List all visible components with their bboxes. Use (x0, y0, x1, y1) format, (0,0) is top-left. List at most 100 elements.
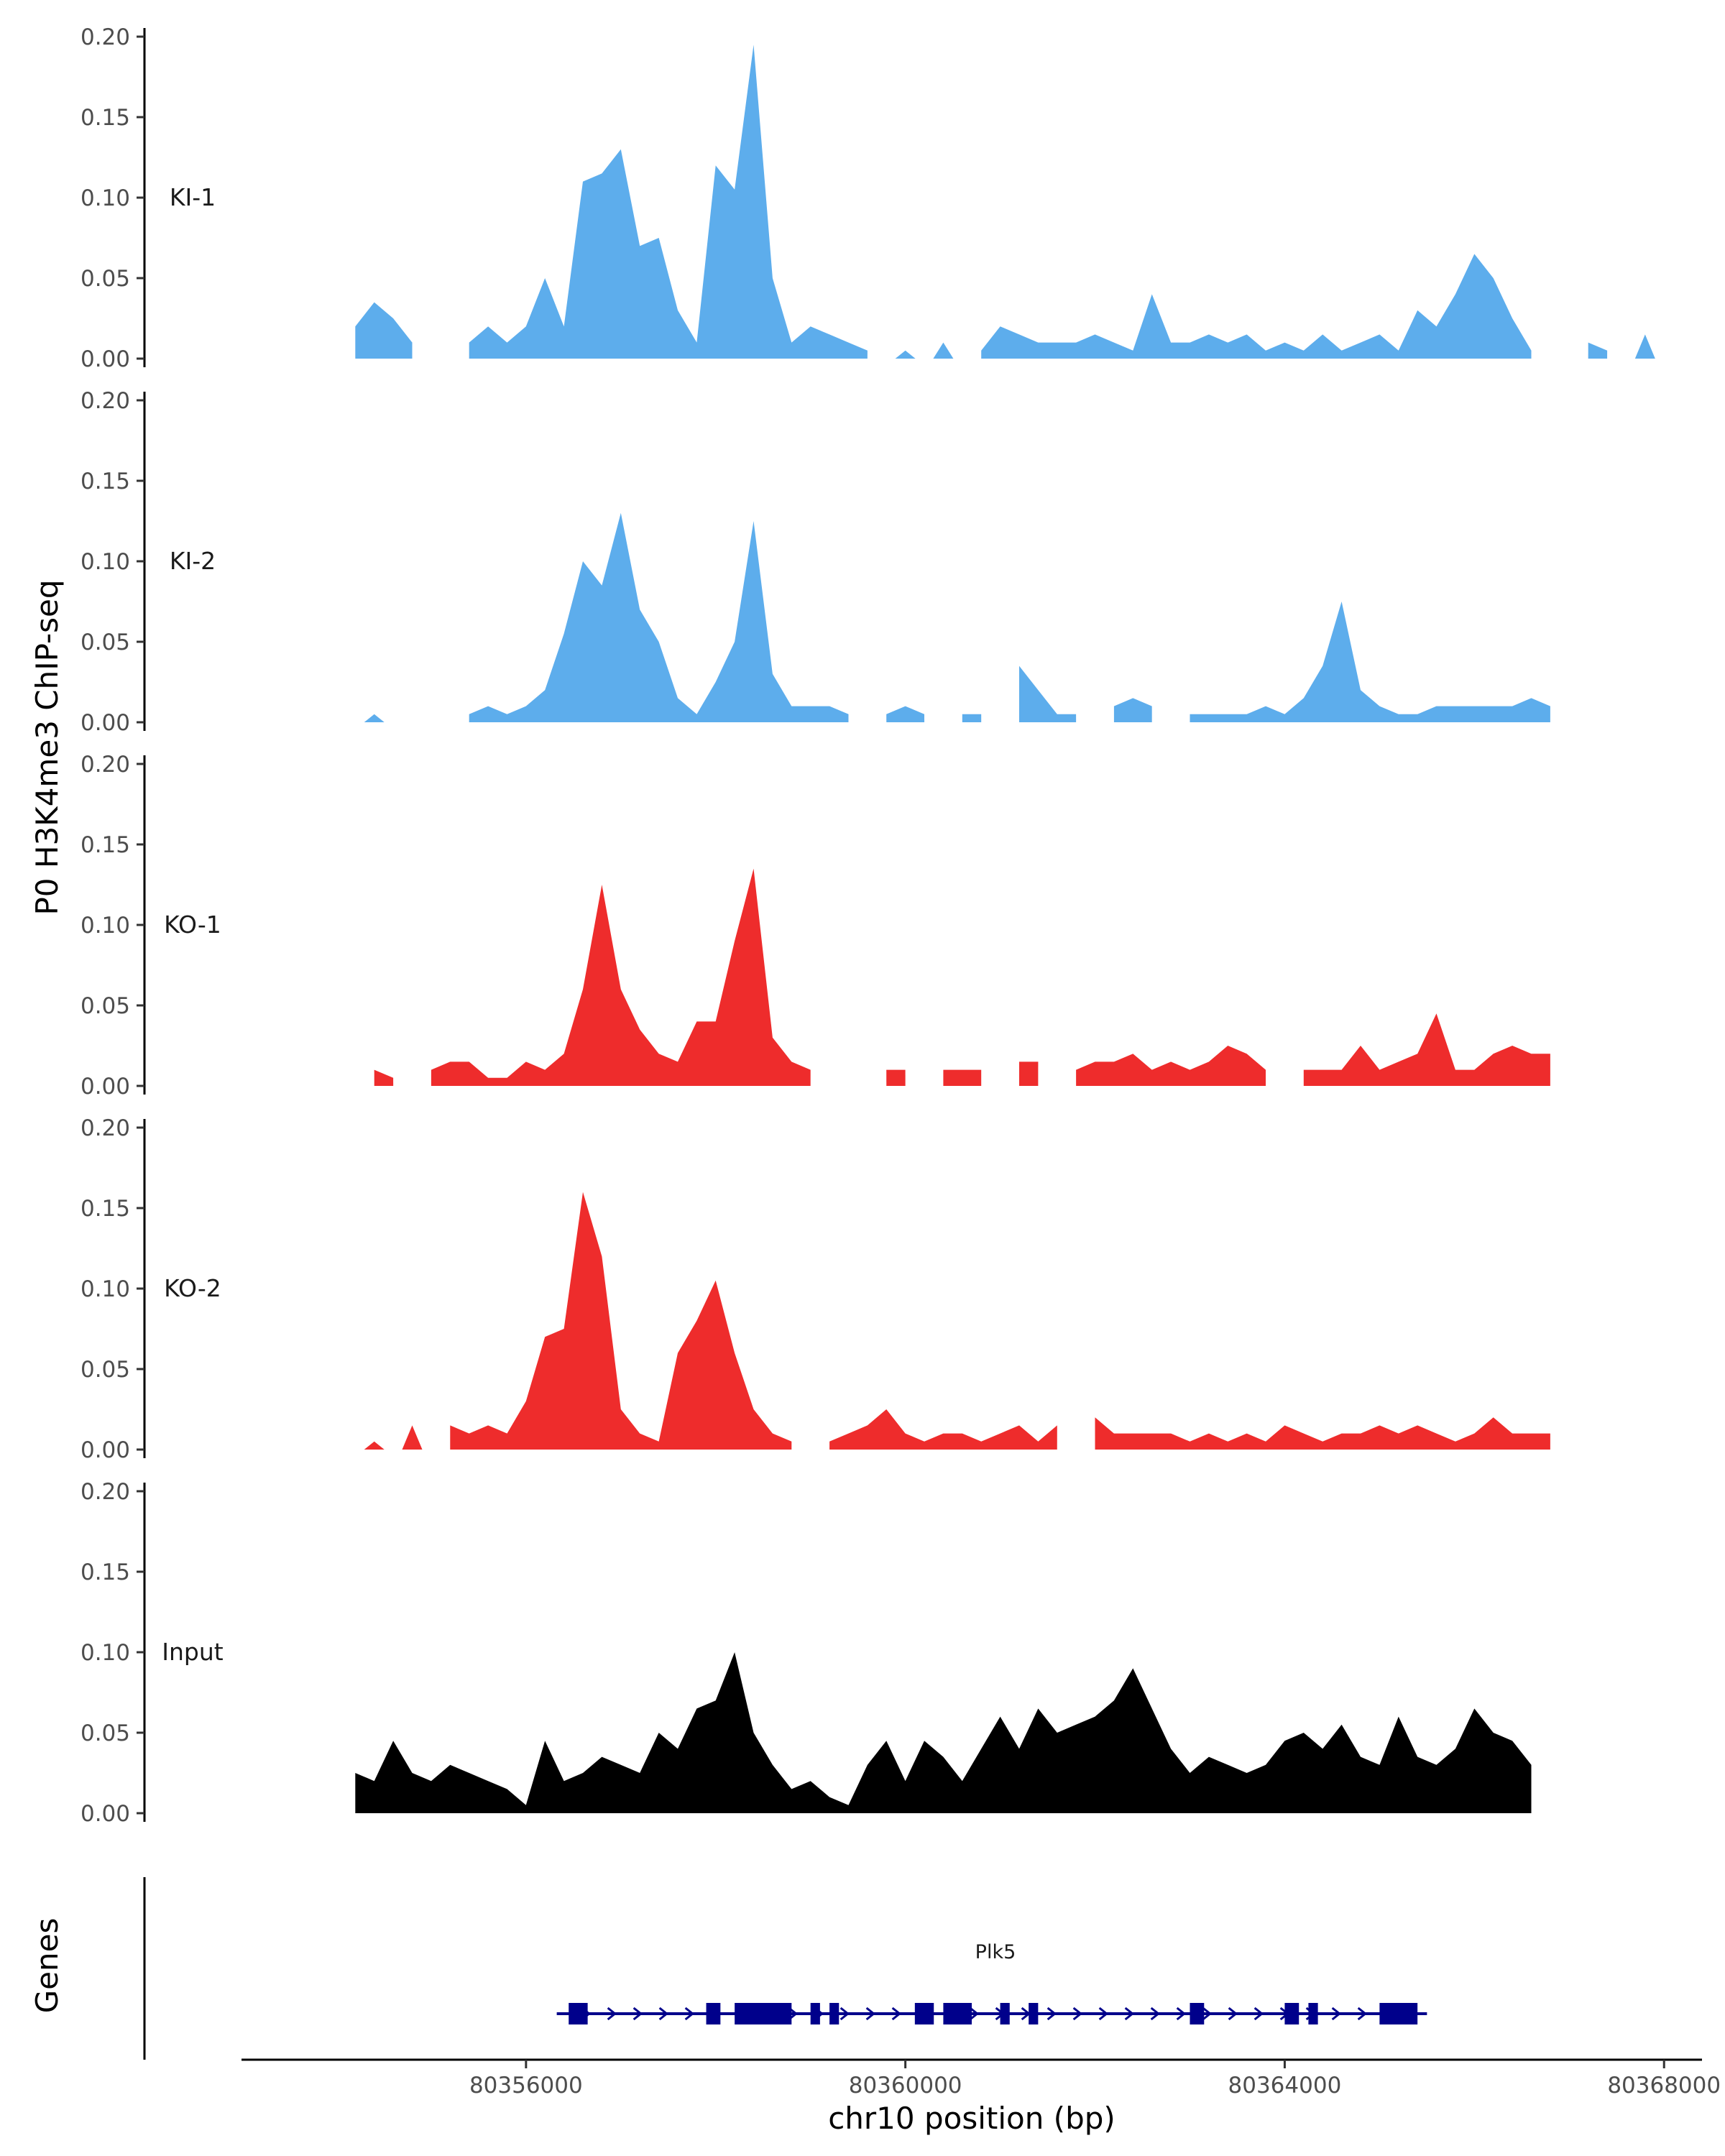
coverage-area-ki-1-5 (1588, 342, 1608, 359)
y-tick-label-ko-1-4: 0.20 (80, 752, 130, 778)
x-tick-label-1: 80360000 (849, 2073, 962, 2099)
strand-arrow-4 (684, 2007, 695, 2021)
exon-12 (1379, 2003, 1418, 2024)
track-label-ko-1: KO-1 (164, 911, 221, 939)
exon-5 (914, 2003, 934, 2024)
coverage-tracks: 0.00 0.05 0.10 0.15 0.20 KI-1 0.00 0.05 0.10 0.15… (80, 24, 1655, 1827)
x-axis: 80356000 80360000 80364000 80368000 chr10 p… (242, 2058, 1721, 2136)
y-tick-label-input-0: 0.00 (80, 1801, 130, 1827)
strand-arrow-23 (1176, 2007, 1187, 2021)
strand-arrow-19 (1072, 2007, 1083, 2021)
track-ki-1: 0.00 0.05 0.10 0.15 0.20 KI-1 (80, 24, 1655, 372)
coverage-area-ko-2-4 (1095, 1417, 1550, 1450)
strand-arrow-3 (658, 2007, 669, 2021)
coverage-area-ki-2-1 (469, 512, 849, 722)
coverage-area-ko-1-4 (1018, 1061, 1039, 1086)
strand-arrow-29 (1331, 2007, 1342, 2021)
track-label-input: Input (162, 1638, 224, 1666)
coverage-area-ki-1-4 (981, 254, 1532, 359)
coverage-area-ki-1-0 (355, 302, 413, 359)
x-tick-label-3: 80368000 (1607, 2073, 1721, 2099)
y-tick-label-input-4: 0.20 (80, 1479, 130, 1505)
coverage-area-ko-1-2 (886, 1069, 906, 1086)
y-tick-label-ki-1-3: 0.15 (80, 105, 130, 131)
y-tick-label-ko-1-0: 0.00 (80, 1074, 130, 1100)
strand-arrow-10 (840, 2007, 850, 2021)
coverage-area-ko-1-5 (1076, 1046, 1266, 1086)
coverage-area-ki-1-2 (895, 350, 916, 359)
exon-2 (735, 2003, 792, 2024)
strand-arrow-24 (1202, 2007, 1213, 2021)
y-tick-label-ko-2-2: 0.10 (80, 1276, 130, 1302)
exon-1 (706, 2003, 721, 2024)
exon-0 (569, 2003, 588, 2024)
y-tick-label-ko-1-3: 0.15 (80, 832, 130, 858)
coverage-area-ki-1-6 (1634, 334, 1655, 359)
x-tick-label-0: 80356000 (469, 2073, 583, 2099)
strand-arrow-26 (1254, 2007, 1264, 2021)
gene-model-plk5 (556, 2003, 1427, 2024)
coverage-area-input-0 (355, 1652, 1532, 1813)
y-tick-label-ki-2-4: 0.20 (80, 388, 130, 414)
track-input: 0.00 0.05 0.10 0.15 0.20 Input (80, 1479, 1532, 1827)
y-tick-label-ko-2-3: 0.15 (80, 1196, 130, 1222)
coverage-area-ko-2-0 (364, 1441, 385, 1450)
y-tick-label-ki-2-1: 0.05 (80, 630, 130, 655)
x-tick-label-2: 80364000 (1228, 2073, 1342, 2099)
coverage-area-ki-1-3 (933, 342, 954, 359)
y-tick-label-ko-2-1: 0.05 (80, 1357, 130, 1383)
y-tick-label-input-2: 0.10 (80, 1640, 130, 1666)
y-tick-label-ki-2-3: 0.15 (80, 469, 130, 494)
coverage-area-ko-1-1 (431, 868, 811, 1086)
track-ko-1: 0.00 0.05 0.10 0.15 0.20 KO-1 (80, 752, 1550, 1100)
gene-label-plk5: Plk5 (975, 1941, 1016, 1963)
coverage-area-ki-2-6 (1190, 602, 1550, 722)
coverage-area-ko-1-6 (1303, 1013, 1550, 1086)
track-ki-2: 0.00 0.05 0.10 0.15 0.20 KI-2 (80, 388, 1550, 736)
coverage-area-ki-2-5 (1113, 698, 1152, 722)
strand-arrow-25 (1228, 2007, 1238, 2021)
exon-7 (1000, 2003, 1010, 2024)
y-tick-label-ki-1-0: 0.00 (80, 346, 130, 372)
exon-8 (1029, 2003, 1039, 2024)
coverage-area-ko-2-1 (402, 1425, 423, 1450)
y-tick-label-ki-1-4: 0.20 (80, 24, 130, 50)
coverage-area-ki-2-3 (962, 714, 982, 722)
coverage-area-ko-1-3 (943, 1069, 982, 1086)
coverage-area-ki-2-4 (1018, 665, 1077, 722)
strand-arrow-22 (1150, 2007, 1161, 2021)
y-tick-label-input-1: 0.05 (80, 1720, 130, 1746)
y-tick-label-ki-1-1: 0.05 (80, 266, 130, 292)
strand-arrow-21 (1124, 2007, 1135, 2021)
coverage-area-ki-2-2 (886, 706, 925, 722)
strand-arrow-20 (1098, 2007, 1109, 2021)
strand-arrow-18 (1046, 2007, 1057, 2021)
strand-arrow-11 (865, 2007, 876, 2021)
y-tick-label-ko-2-4: 0.20 (80, 1115, 130, 1141)
track-label-ki-2: KI-2 (170, 547, 216, 575)
y-tick-label-ki-2-2: 0.10 (80, 549, 130, 575)
coverage-area-ko-2-3 (829, 1409, 1057, 1450)
exon-11 (1308, 2003, 1318, 2024)
strand-arrow-30 (1357, 2007, 1368, 2021)
exon-3 (810, 2003, 820, 2024)
track-ko-2: 0.00 0.05 0.10 0.15 0.20 KO-2 (80, 1115, 1550, 1463)
coverage-area-ko-2-2 (450, 1192, 792, 1450)
coverage-area-ki-1-1 (469, 45, 868, 359)
strand-arrow-1 (607, 2007, 617, 2021)
track-label-ko-2: KO-2 (164, 1274, 221, 1302)
genes-axis-title: Genes (29, 1918, 65, 2014)
gene-panel: Genes Plk5 (29, 1877, 1427, 2060)
y-axis-title: P0 H3K4me3 ChIP-seq (29, 579, 65, 915)
coverage-area-ko-1-0 (374, 1069, 394, 1086)
exon-6 (943, 2003, 972, 2024)
y-tick-label-ki-1-2: 0.10 (80, 185, 130, 211)
y-tick-label-ko-1-2: 0.10 (80, 913, 130, 939)
strand-arrow-2 (632, 2007, 643, 2021)
track-label-ki-1: KI-1 (170, 183, 216, 211)
exon-4 (829, 2003, 840, 2024)
y-tick-label-ki-2-0: 0.00 (80, 710, 130, 736)
x-axis-title: chr10 position (bp) (828, 2101, 1116, 2136)
y-tick-label-input-3: 0.15 (80, 1560, 130, 1585)
y-tick-label-ko-1-1: 0.05 (80, 993, 130, 1019)
